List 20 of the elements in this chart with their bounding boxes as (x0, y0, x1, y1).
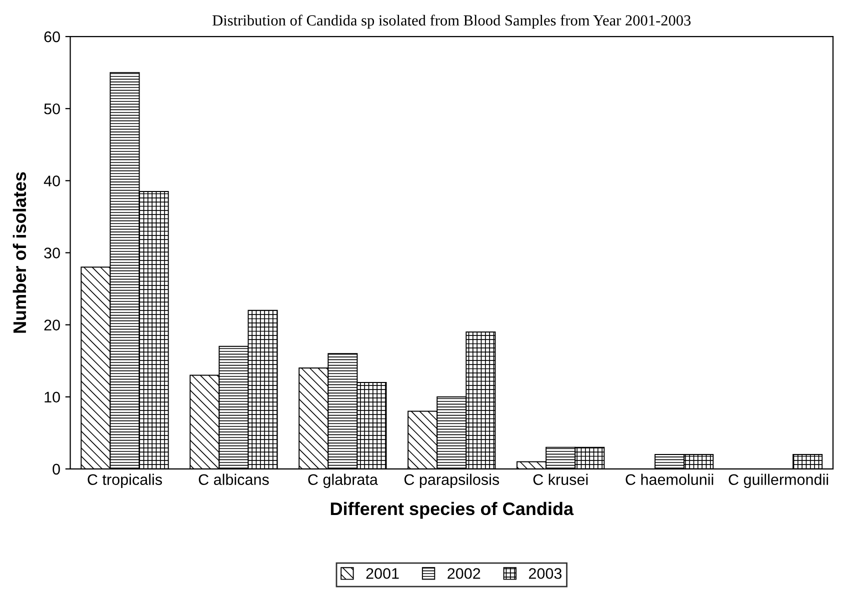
x-tick-label: C glabrata (308, 474, 378, 488)
y-tick-label: 30 (44, 248, 60, 258)
y-tick-label: 0 (52, 464, 60, 475)
legend-label: 2001 (366, 568, 399, 579)
chart-title: Distribution of Candida sp isolated from Blood Samples from Year 2001-2003 (212, 14, 691, 29)
x-tick-label: C albicans (198, 474, 269, 486)
x-axis-title: Different species of Candida (330, 502, 574, 519)
x-tick-label: C krusei (533, 474, 588, 486)
x-tick-label: C parapsilosis (404, 474, 500, 488)
y-tick-label: 40 (44, 176, 60, 186)
legend-label: 2002 (448, 568, 480, 579)
x-tick-label: C haemolunii (626, 474, 714, 486)
y-tick-label: 50 (44, 103, 60, 114)
legend-label: 2003 (528, 568, 562, 579)
x-tick-label: C guillermondii (728, 474, 828, 488)
x-tick-label: C tropicalis (88, 474, 162, 488)
y-tick-label: 60 (44, 31, 60, 42)
y-tick-label: 20 (44, 320, 60, 330)
y-axis-title: Number of isolates (12, 172, 26, 333)
y-tick-label: 10 (44, 392, 60, 403)
